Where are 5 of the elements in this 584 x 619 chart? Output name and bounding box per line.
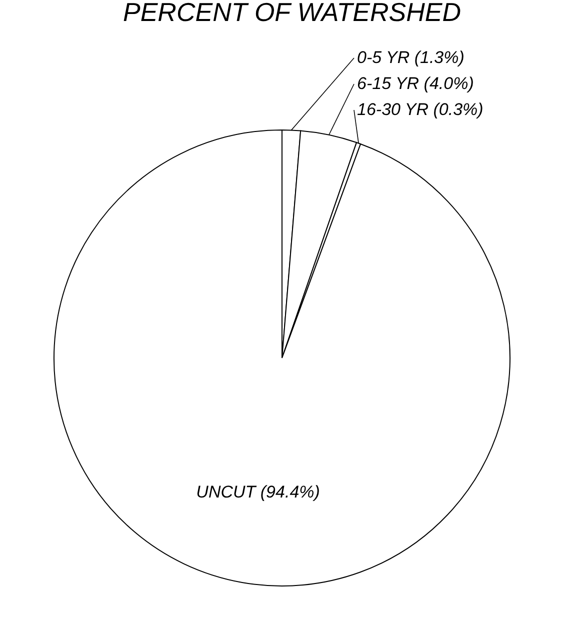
slice-label: 16-30 YR (0.3%) xyxy=(357,100,484,119)
slice-label: 6-15 YR (4.0%) xyxy=(357,74,474,93)
chart-title: PERCENT OF WATERSHED xyxy=(122,0,462,27)
slice-label: UNCUT (94.4%) xyxy=(196,482,320,502)
slice-label: 0-5 YR (1.3%) xyxy=(357,48,464,67)
